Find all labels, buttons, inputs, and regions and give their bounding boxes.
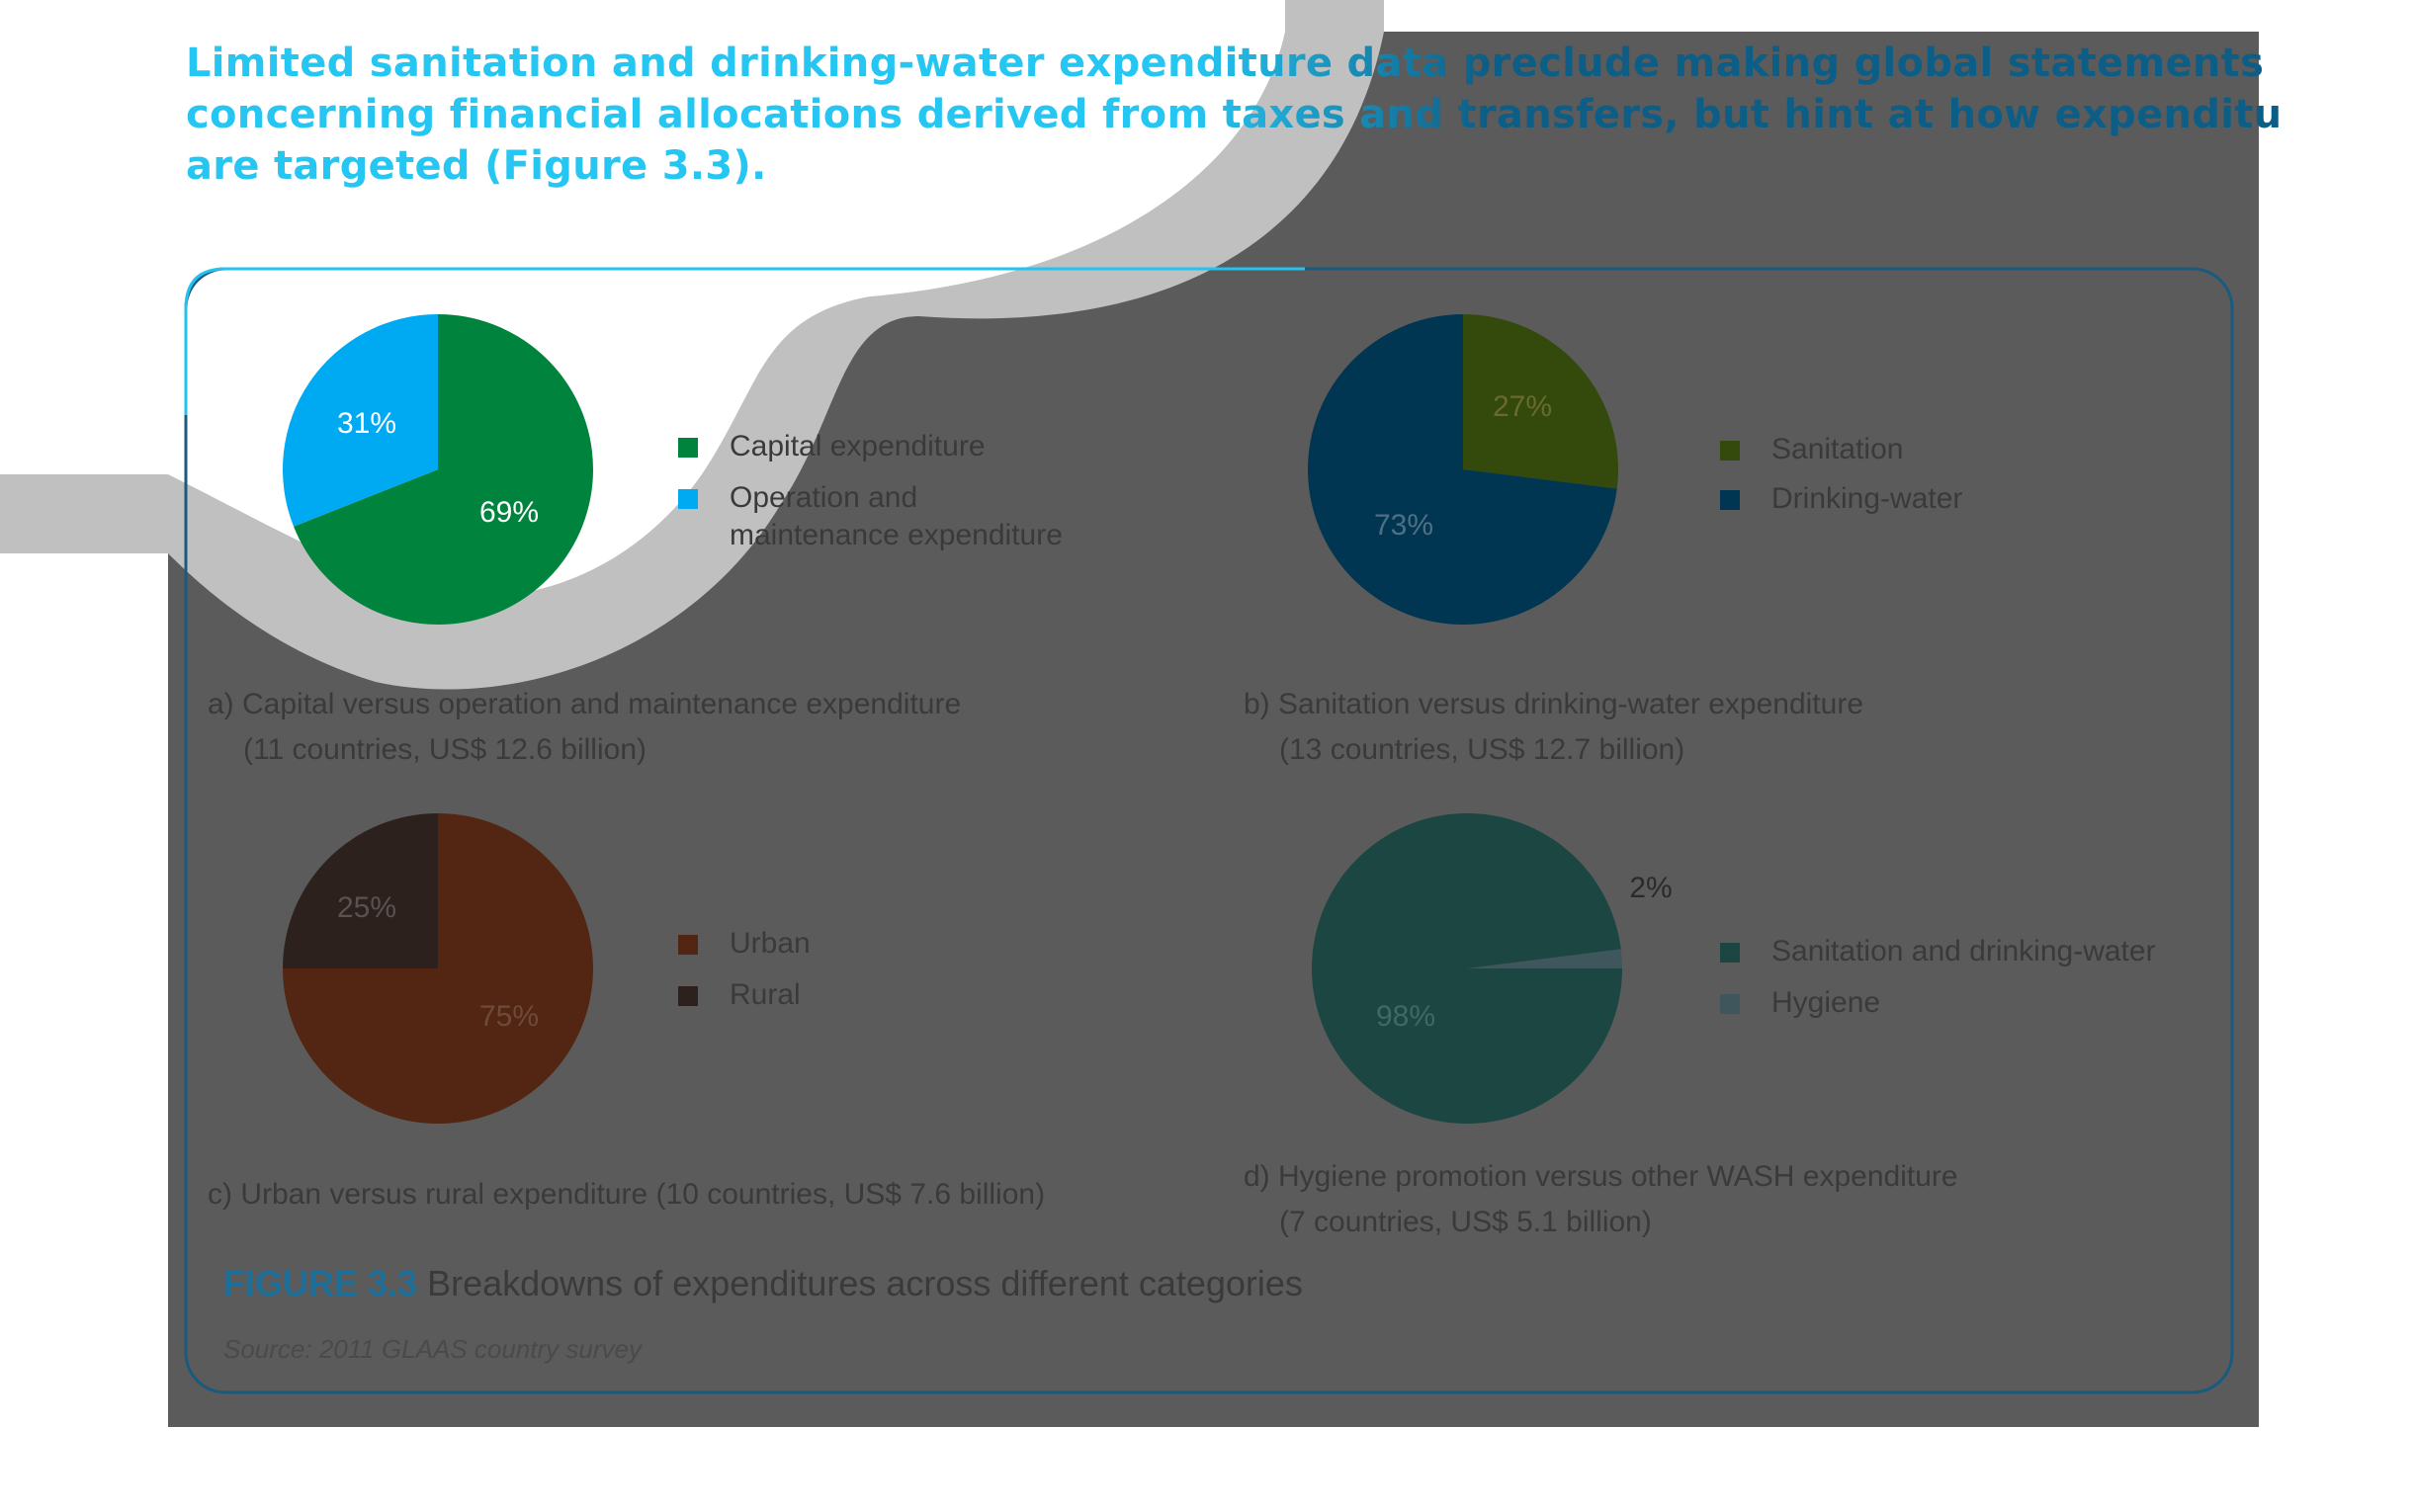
caption-c: c) Urban versus rural expenditure (10 co…	[208, 1172, 1045, 1218]
pie-c-label-0: 75%	[479, 1000, 539, 1033]
pie-b-label-0: 27%	[1493, 390, 1552, 423]
figure-title-text: Breakdowns of expenditures across differ…	[427, 1263, 1303, 1303]
legend-item-rural: Rural	[678, 976, 801, 1014]
caption-d-line-2: (7 countries, US$ 5.1 billion)	[1279, 1206, 1652, 1238]
legend-swatch-drinking-water	[1720, 490, 1740, 510]
figure-title: FIGURE 3.3 Breakdowns of expenditures ac…	[223, 1263, 1303, 1304]
legend-item-urban: Urban	[678, 925, 811, 963]
legend-swatch-capital	[678, 438, 698, 458]
legend-label-urban: Urban	[730, 927, 811, 960]
legend-swatch-sanitation	[1720, 441, 1740, 461]
pie-c-slice-1	[283, 813, 438, 968]
caption-a-line-1: a) Capital versus operation and maintena…	[208, 688, 962, 720]
caption-b-line-2: (13 countries, US$ 12.7 billion)	[1279, 733, 1685, 766]
pie-a-label-0: 69%	[479, 496, 539, 529]
legend-swatch-urban	[678, 935, 698, 955]
legend-label-sanitation: Sanitation	[1771, 433, 1904, 465]
legend-label-rural: Rural	[730, 978, 801, 1011]
pie-d-label-0: 98%	[1376, 1000, 1435, 1033]
pie-d-slice-0	[1312, 813, 1622, 1125]
frame-highlight	[184, 267, 1305, 415]
pie-a-slice-1	[283, 314, 438, 527]
pie-b-slice-1	[1308, 314, 1617, 625]
legend-item-san-dw: Sanitation and drinking-water	[1720, 933, 2156, 970]
caption-a-line-2: (11 countries, US$ 12.6 billion)	[243, 733, 647, 766]
figure-source: Source: 2011 GLAAS country survey	[223, 1334, 642, 1364]
legend-label-om: Operation and maintenance expenditure	[730, 481, 1063, 551]
caption-b: b) Sanitation versus drinking-water expe…	[1244, 682, 1863, 773]
pie-d-label-1: 2%	[1629, 872, 1672, 904]
legend-swatch-hygiene	[1720, 994, 1740, 1014]
legend-swatch-rural	[678, 986, 698, 1006]
pie-b-slice-0	[1463, 314, 1618, 489]
legend-label-capital: Capital expenditure	[730, 430, 986, 462]
caption-d-line-1: d) Hygiene promotion versus other WASH e…	[1244, 1160, 1958, 1193]
legend-item-om: Operation and maintenance expenditure	[678, 479, 1093, 554]
pie-d-slice-1	[1467, 949, 1622, 968]
caption-b-line-1: b) Sanitation versus drinking-water expe…	[1244, 688, 1863, 720]
caption-c-line-1: c) Urban versus rural expenditure (10 co…	[208, 1178, 1046, 1211]
pie-b-label-1: 73%	[1374, 509, 1433, 542]
legend-item-hygiene: Hygiene	[1720, 984, 1880, 1022]
caption-d: d) Hygiene promotion versus other WASH e…	[1244, 1154, 1958, 1245]
legend-item-capital: Capital expenditure	[678, 428, 986, 465]
legend-label-san-dw: Sanitation and drinking-water	[1771, 935, 2156, 967]
figure-number: FIGURE 3.3	[223, 1263, 418, 1303]
legend-label-hygiene: Hygiene	[1771, 986, 1881, 1019]
legend-item-drinking-water: Drinking-water	[1720, 480, 1962, 518]
pie-a-label-1: 31%	[337, 407, 396, 440]
legend-item-sanitation: Sanitation	[1720, 431, 1903, 468]
caption-a: a) Capital versus operation and maintena…	[208, 682, 961, 773]
legend-label-drinking-water: Drinking-water	[1771, 482, 1963, 515]
pie-c-label-1: 25%	[337, 891, 396, 924]
legend-swatch-san-dw	[1720, 943, 1740, 963]
pie-a-slice-0	[294, 314, 593, 625]
legend-swatch-om	[678, 489, 698, 509]
